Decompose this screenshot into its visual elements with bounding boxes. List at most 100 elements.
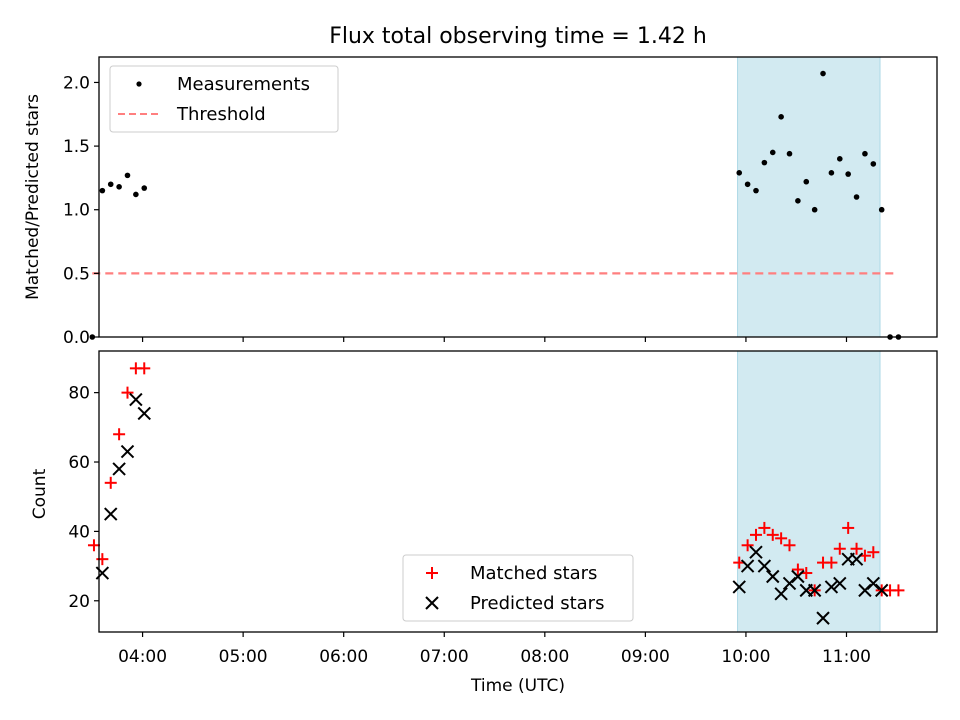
count-x-axis: 04:00 05:00 06:00 07:00 08:00 09:00 10:00 11:00 <box>118 632 871 667</box>
count-y-label: Count <box>30 468 50 519</box>
matched-star-point <box>87 539 100 552</box>
matched-star-point <box>749 528 762 541</box>
measurement-point <box>753 187 759 194</box>
ratio-y-axis: 0.0 0.5 1.0 1.5 2.0 <box>63 73 99 348</box>
count-panel: 20 40 60 80 04:00 05:00 06:00 07:00 08:00 09:00 1… <box>30 350 938 696</box>
measurement-point <box>836 156 843 162</box>
matched-star-point <box>842 521 855 534</box>
matched-star-point <box>850 542 863 555</box>
measurement-point <box>769 149 776 156</box>
x-tick-label: 10:00 <box>721 647 770 667</box>
predicted-star-point <box>732 580 746 594</box>
legend-predicted-label: Predicted stars <box>470 593 604 614</box>
measurement-point <box>99 187 106 194</box>
measurement-point <box>870 161 877 167</box>
predicted-star-point <box>112 462 126 476</box>
y-tick-label: 2.0 <box>63 73 90 93</box>
x-tick-label: 07:00 <box>420 647 469 667</box>
matched-star-point <box>775 532 788 545</box>
y-tick-label: 0.5 <box>63 264 90 284</box>
predicted-star-point <box>833 576 847 591</box>
measurement-point <box>736 170 743 176</box>
predicted-star-point <box>120 444 135 459</box>
legend-measurements-marker <box>136 81 142 87</box>
matched-star-point <box>867 546 880 559</box>
predicted-star-point <box>766 569 780 584</box>
measurement-point <box>820 70 826 77</box>
predicted-star-point <box>807 583 822 598</box>
matched-star-point <box>96 553 109 566</box>
predicted-star-point <box>816 611 830 625</box>
measurement-point <box>761 159 768 166</box>
legend-matched-label: Matched stars <box>470 563 597 584</box>
y-tick-label: 1.0 <box>63 201 90 221</box>
x-tick-label: 11:00 <box>822 647 871 667</box>
y-tick-label: 40 <box>68 522 90 542</box>
matched-star-point <box>113 428 126 441</box>
x-tick-label: 08:00 <box>520 647 569 667</box>
measurement-point <box>828 170 835 176</box>
x-tick-label: 05:00 <box>219 647 268 667</box>
matched-star-point <box>825 556 838 569</box>
predicted-star-point <box>791 569 805 584</box>
legend-matched-marker <box>426 567 438 579</box>
predicted-star-point <box>129 392 143 407</box>
y-tick-label: 20 <box>68 592 90 612</box>
matched-star-point <box>758 521 771 534</box>
chart-title: Flux total observing time = 1.42 h <box>329 24 707 49</box>
matched-star-point <box>138 362 151 375</box>
count-y-axis: 20 40 60 80 <box>68 384 99 612</box>
x-axis-label: Time (UTC) <box>470 676 565 696</box>
matched-star-point <box>833 542 846 555</box>
count-legend: Matched stars Predicted stars <box>402 554 634 622</box>
x-tick-label: 04:00 <box>118 647 167 667</box>
measurement-point <box>862 150 868 157</box>
matched-star-point <box>104 476 117 489</box>
predicted-star-point <box>849 552 864 566</box>
y-tick-label: 1.5 <box>63 137 90 157</box>
matched-star-point <box>783 539 796 552</box>
measurement-point <box>107 181 114 188</box>
measurement-point <box>786 150 793 157</box>
ratio-y-label: Matched/Predicted stars <box>23 94 43 300</box>
x-tick-label: 06:00 <box>319 647 368 667</box>
measurement-point <box>778 114 784 120</box>
measurement-point <box>878 206 885 213</box>
measurement-point <box>744 181 751 188</box>
measurement-point <box>803 178 810 185</box>
predicted-star-point <box>749 545 763 559</box>
y-tick-label: 80 <box>68 384 90 404</box>
matched-star-point <box>741 539 754 552</box>
predicted-star-point <box>104 507 118 521</box>
predicted-star-point <box>782 576 797 591</box>
count-panel-frame <box>98 350 938 633</box>
measurement-point <box>853 194 860 200</box>
ratio-marks <box>89 70 902 340</box>
measurement-point <box>141 185 148 191</box>
predicted-star-point <box>858 583 872 598</box>
matched-star-point <box>892 584 905 597</box>
matched-star-point <box>121 386 134 399</box>
legend-threshold-label: Threshold <box>176 104 266 125</box>
y-tick-label: 60 <box>68 453 90 473</box>
predicted-star-point <box>824 580 839 594</box>
predicted-star-point <box>95 566 110 580</box>
measurement-point <box>845 171 851 177</box>
ratio-legend-box <box>109 65 339 133</box>
ratio-legend: Measurements Threshold <box>109 65 339 133</box>
legend-predicted-marker <box>425 596 439 610</box>
ratio-panel-frame <box>98 56 938 338</box>
matched-star-point <box>766 528 779 541</box>
legend-measurements-label: Measurements <box>177 74 310 95</box>
measurement-point <box>116 184 122 190</box>
predicted-star-point <box>874 583 889 598</box>
ratio-panel: 0.00.51.01.52.0 Matched/Predicted stars … <box>23 56 938 348</box>
x-tick-label: 09:00 <box>621 647 670 667</box>
predicted-star-point <box>866 576 881 591</box>
measurement-point <box>89 334 96 340</box>
matched-star-point <box>791 563 804 576</box>
predicted-star-point <box>757 559 772 573</box>
count-legend-box <box>402 554 634 622</box>
measurement-point <box>811 206 818 213</box>
